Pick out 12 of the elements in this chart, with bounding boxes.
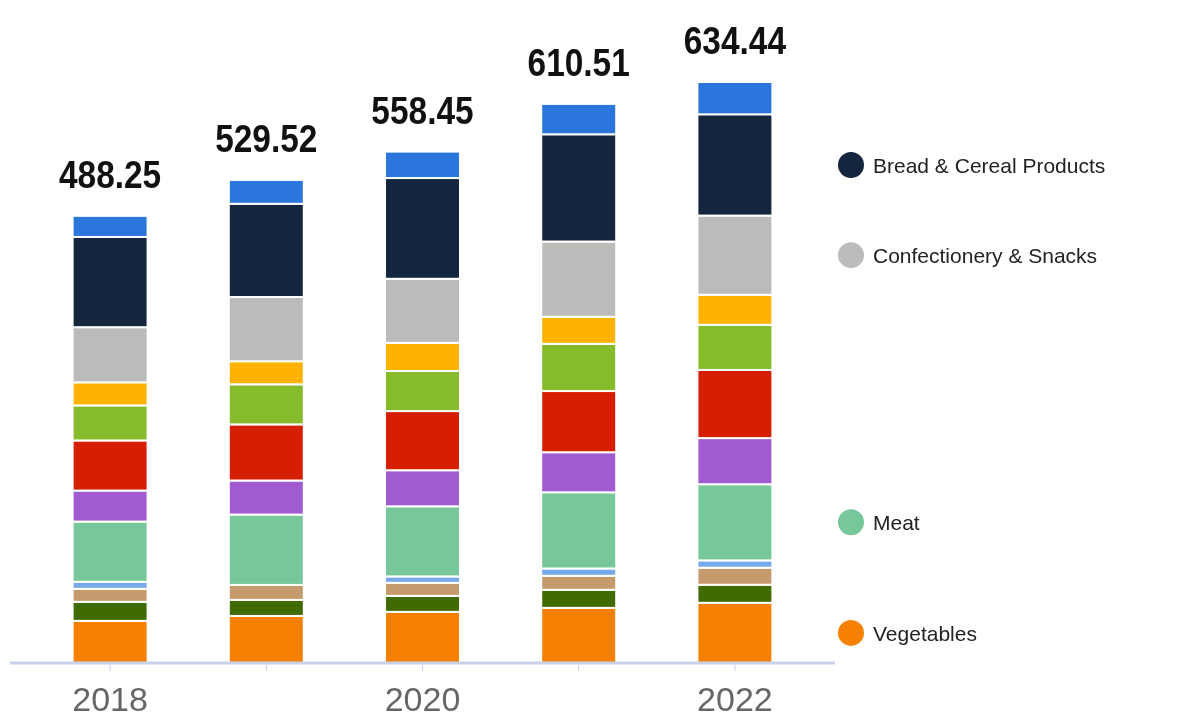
legend-label: Vegetables [873,621,977,645]
text: 634.44 [683,20,787,63]
x-tick-label: 2020 [384,680,461,718]
x-tick-label: 2018 [72,680,148,718]
annotation: 610.51 [527,41,630,85]
legend-label: Bread & Cereal Products [873,153,1106,177]
annotation: 558.45 [371,89,474,133]
annotation: 529.52 [215,117,318,161]
legend-label: Meat [873,511,920,535]
legend-label: Confectionery & Snacks [873,244,1098,268]
x-tick-label: 2022 [697,680,773,718]
annotation: 488.25 [58,153,162,197]
